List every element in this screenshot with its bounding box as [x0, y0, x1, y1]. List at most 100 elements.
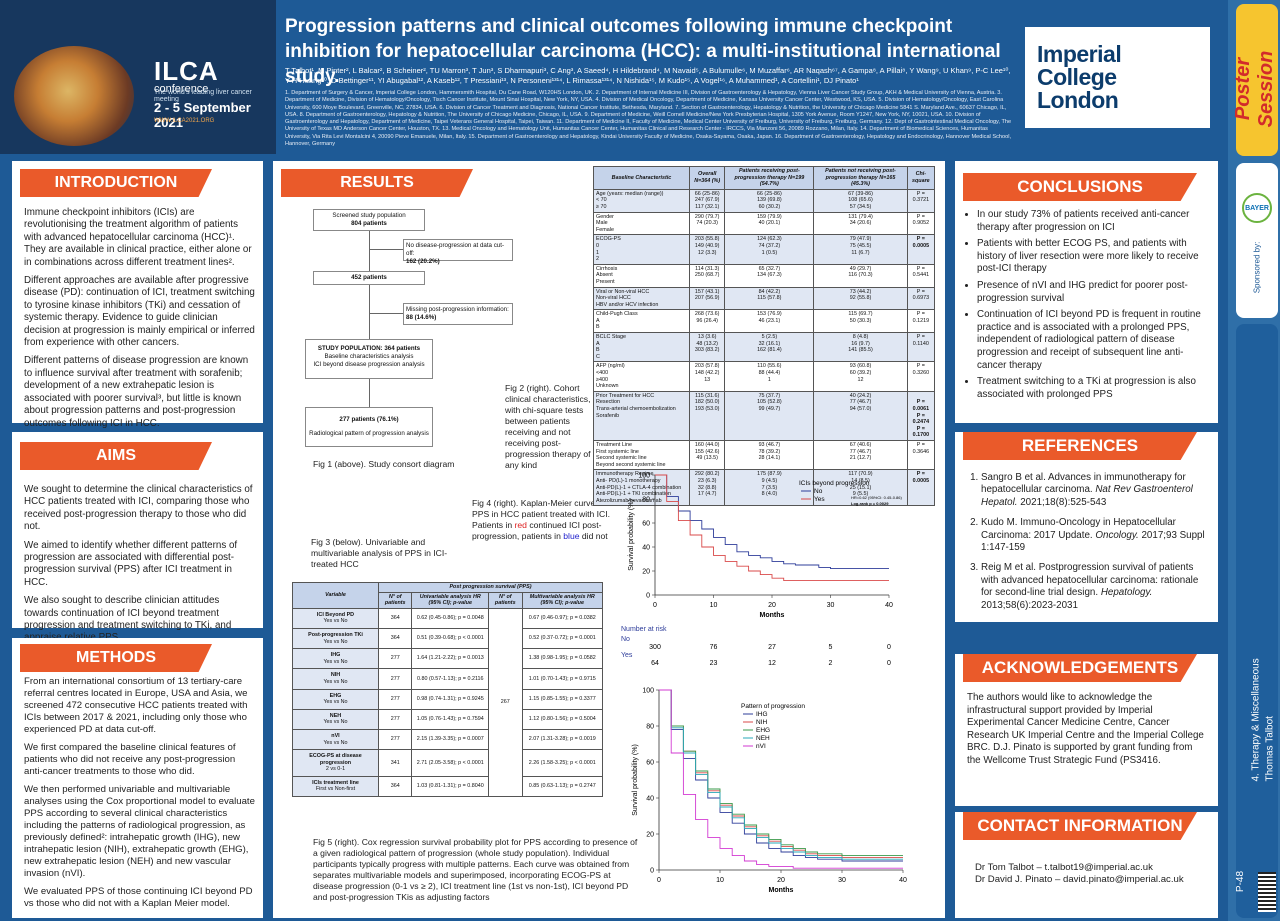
table-cell: 75 (37.7) 105 (52.8) 99 (49.7) — [724, 390, 815, 441]
table-row: BCLC Stage A B C 13 (3.6) 48 (13.2) 303 (… — [593, 332, 936, 363]
variable-cell: NIH Yes vs No — [292, 668, 379, 690]
introduction-heading: INTRODUCTION — [20, 169, 212, 197]
table-cell: 0.98 (0.74-1.31); p = 0.9245 — [411, 688, 490, 710]
table-cell: 277 — [377, 668, 413, 690]
ack-heading: ACKNOWLEDGEMENTS — [963, 654, 1197, 682]
conclusion-item: Presence of nVI and IHG predict for poor… — [977, 280, 1211, 305]
variable-name: ICIs treatment line — [312, 779, 359, 786]
contact-email-pinato[interactable]: Dr David J. Pinato – david.pinato@imperi… — [975, 874, 1184, 885]
table-cell: 66 (25-86) 247 (67.9) 117 (32.1) — [688, 188, 726, 213]
table-cell: 157 (43.1) 207 (56.9) — [688, 286, 726, 311]
table-cell: 0.62 (0.45-0.86); p = 0.0048 — [411, 607, 490, 629]
variable-comparison: Yes vs No — [323, 638, 348, 645]
hr-annotation: HR=0.62 (95%CI: 0.45-0.86) — [851, 495, 902, 500]
variable-cell: NEH Yes vs No — [292, 708, 379, 730]
poster-title: Progression patterns and clinical outcom… — [285, 16, 1001, 87]
table-row: ECOG-PS 0 1 2 203 (55.8) 149 (40.9) 12 (3… — [593, 234, 936, 265]
table-cell: Treatment Line First systemic line Secon… — [593, 439, 690, 471]
variable-comparison: Yes vs No — [323, 699, 348, 706]
table-cell: 0.85 (0.63-1.13); p = 0.2747 — [521, 775, 603, 798]
y-tick-label: 0 — [650, 868, 654, 875]
flow-line — [369, 313, 403, 314]
table-cell: 203 (55.8) 149 (40.9) 12 (3.3) — [688, 234, 726, 265]
table-cell: 277 — [377, 688, 413, 710]
table-cell: 115 (31.6) 182 (50.0) 193 (53.0) — [688, 390, 726, 441]
table-cell: 290 (79.7) 74 (20.3) — [688, 211, 726, 236]
table-cell: 277 — [377, 728, 413, 751]
risk-value: 27 — [768, 644, 776, 651]
table-cell: 114 (31.3) 250 (68.7) — [688, 263, 726, 288]
ack-text: The authors would like to acknowledge th… — [967, 692, 1204, 766]
variable-cell: IHG Yes vs No — [292, 648, 379, 670]
table-cell: 115 (69.7) 50 (30.3) — [813, 309, 908, 334]
references-heading: REFERENCES — [963, 432, 1197, 460]
contact-text: Dr Tom Talbot – t.talbot19@imperial.ac.u… — [975, 862, 1211, 886]
table-row: Age (years: median (range)) < 70 ≥ 70 66 … — [593, 188, 936, 213]
legend-entry: nVI — [756, 743, 766, 750]
references-panel: REFERENCES Sangro B et al. Advances in i… — [955, 432, 1218, 622]
reference-item: Reig M et al. Postprogression survival o… — [981, 562, 1211, 612]
results-panel: RESULTS Screened study population 804 pat… — [273, 161, 945, 918]
table-cell: 153 (76.9) 46 (23.1) — [724, 309, 815, 334]
risk-row-label: Yes — [621, 652, 633, 659]
table-row: Treatment Line First systemic line Secon… — [593, 439, 936, 471]
table-cell: 2.15 (1.39-3.35); p = 0.0007 — [411, 728, 490, 751]
x-tick-label: 0 — [653, 602, 657, 609]
table-cell: 13 (3.6) 48 (13.2) 303 (83.2) — [688, 332, 726, 363]
table-cell: 73 (44.2) 92 (55.8) — [813, 286, 908, 311]
table-cell: 2.26 (1.58-3.25); p < 0.0001 — [521, 749, 603, 777]
table-cell: P = 0.0061 P = 0.2474 P = 0.1700 — [906, 390, 936, 441]
table-cell: 117 (70.9) 14 (8.5) 25 (15.1) 9 (5.5) — [813, 469, 908, 507]
table-cell: P = 0.5441 — [906, 263, 936, 288]
poster-id: P-48 — [1235, 870, 1247, 893]
conclusions-panel: CONCLUSIONS In our study 73% of patients… — [955, 161, 1218, 423]
flow-box-452: 452 patients — [313, 271, 425, 285]
variable-cell: ICIs treatment line First vs Non-first — [292, 775, 379, 798]
series-line-ihg — [659, 689, 903, 862]
table-row: EHG Yes vs No 277 0.98 (0.74-1.31); p = 0.9… — [292, 688, 603, 710]
variable-comparison: First vs Non-first — [315, 786, 356, 793]
table-cell: 79 (47.9) 75 (45.5) 11 (6.7) — [813, 234, 908, 265]
conclusion-item: In our study 73% of patients received an… — [977, 209, 1211, 234]
flow-box-screened: Screened study population 804 patients — [313, 209, 425, 231]
variable-name: ICI Beyond PD — [316, 611, 355, 618]
table-cell: ECOG-PS 0 1 2 — [593, 234, 690, 265]
fig3-caption: Fig 3 (below). Univariable and multivari… — [311, 537, 448, 569]
legend-entry: NIH — [756, 719, 768, 726]
introduction-panel: INTRODUCTION Immune checkpoint inhibitor… — [12, 161, 263, 429]
y-tick-label: 80 — [642, 497, 650, 504]
table-row: NIH Yes vs No 277 0.80 (0.57-1.13); p = 0.2… — [292, 668, 603, 690]
table-cell: P = 0.3646 — [906, 439, 936, 471]
legend-entry: NEH — [756, 735, 770, 742]
variable-name: EHG — [329, 692, 342, 699]
mv-header: Univariable analysis HR (95% CI); p-valu… — [411, 591, 490, 609]
legend-entry: No — [814, 488, 823, 495]
table-cell: 67 (39-86) 108 (65.6) 57 (34.5) — [813, 188, 908, 213]
x-axis-label: Months — [760, 612, 785, 619]
author-list: T Talbot¹, M Pinter², L Balcar², B Schei… — [285, 66, 1011, 85]
variable-cell: ECOG-PS at disease progression 2 vs 0-1 — [292, 749, 379, 777]
x-tick-label: 30 — [827, 602, 835, 609]
variable-cell: ICI Beyond PD Yes vs No — [292, 607, 379, 629]
table-row: Immunotherapy Regime Anti- PD(L)-1 monot… — [593, 469, 936, 507]
table-cell: 341 — [377, 749, 413, 777]
risk-value: 12 — [768, 660, 776, 667]
contact-email-talbot[interactable]: Dr Tom Talbot – t.talbot19@imperial.ac.u… — [975, 862, 1153, 873]
risk-value: 23 — [710, 660, 718, 667]
flow-box-study-population: STUDY POPULATION: 364 patients Baseline c… — [305, 339, 433, 379]
baseline-header: Overall N=364 (%) — [688, 166, 726, 190]
reference-item: Sangro B et al. Advances in immunotherap… — [981, 472, 1211, 509]
variable-cell: Post-progression TKi Yes vs No — [292, 627, 379, 650]
table-row: Prior Treatment for HCC Resection Trans-… — [593, 390, 936, 441]
table-cell: Child-Pugh Class A B — [593, 309, 690, 334]
table-cell: 1.38 (0.98-1.95); p = 0.0582 — [521, 648, 603, 670]
table-cell: 268 (73.6) 96 (26.4) — [688, 309, 726, 334]
table-cell: 159 (79.9) 40 (20.1) — [724, 211, 815, 236]
conference-url: WWW.ILCA2021.ORG — [154, 118, 215, 124]
variable-name: nVI — [331, 732, 340, 739]
contact-heading: CONTACT INFORMATION — [963, 812, 1197, 840]
y-tick-label: 100 — [642, 688, 654, 695]
table-cell: 0.67 (0.46-0.97); p = 0.0382 — [521, 607, 603, 629]
table-cell: 49 (29.7) 116 (70.3) — [813, 263, 908, 288]
x-tick-label: 20 — [768, 602, 776, 609]
